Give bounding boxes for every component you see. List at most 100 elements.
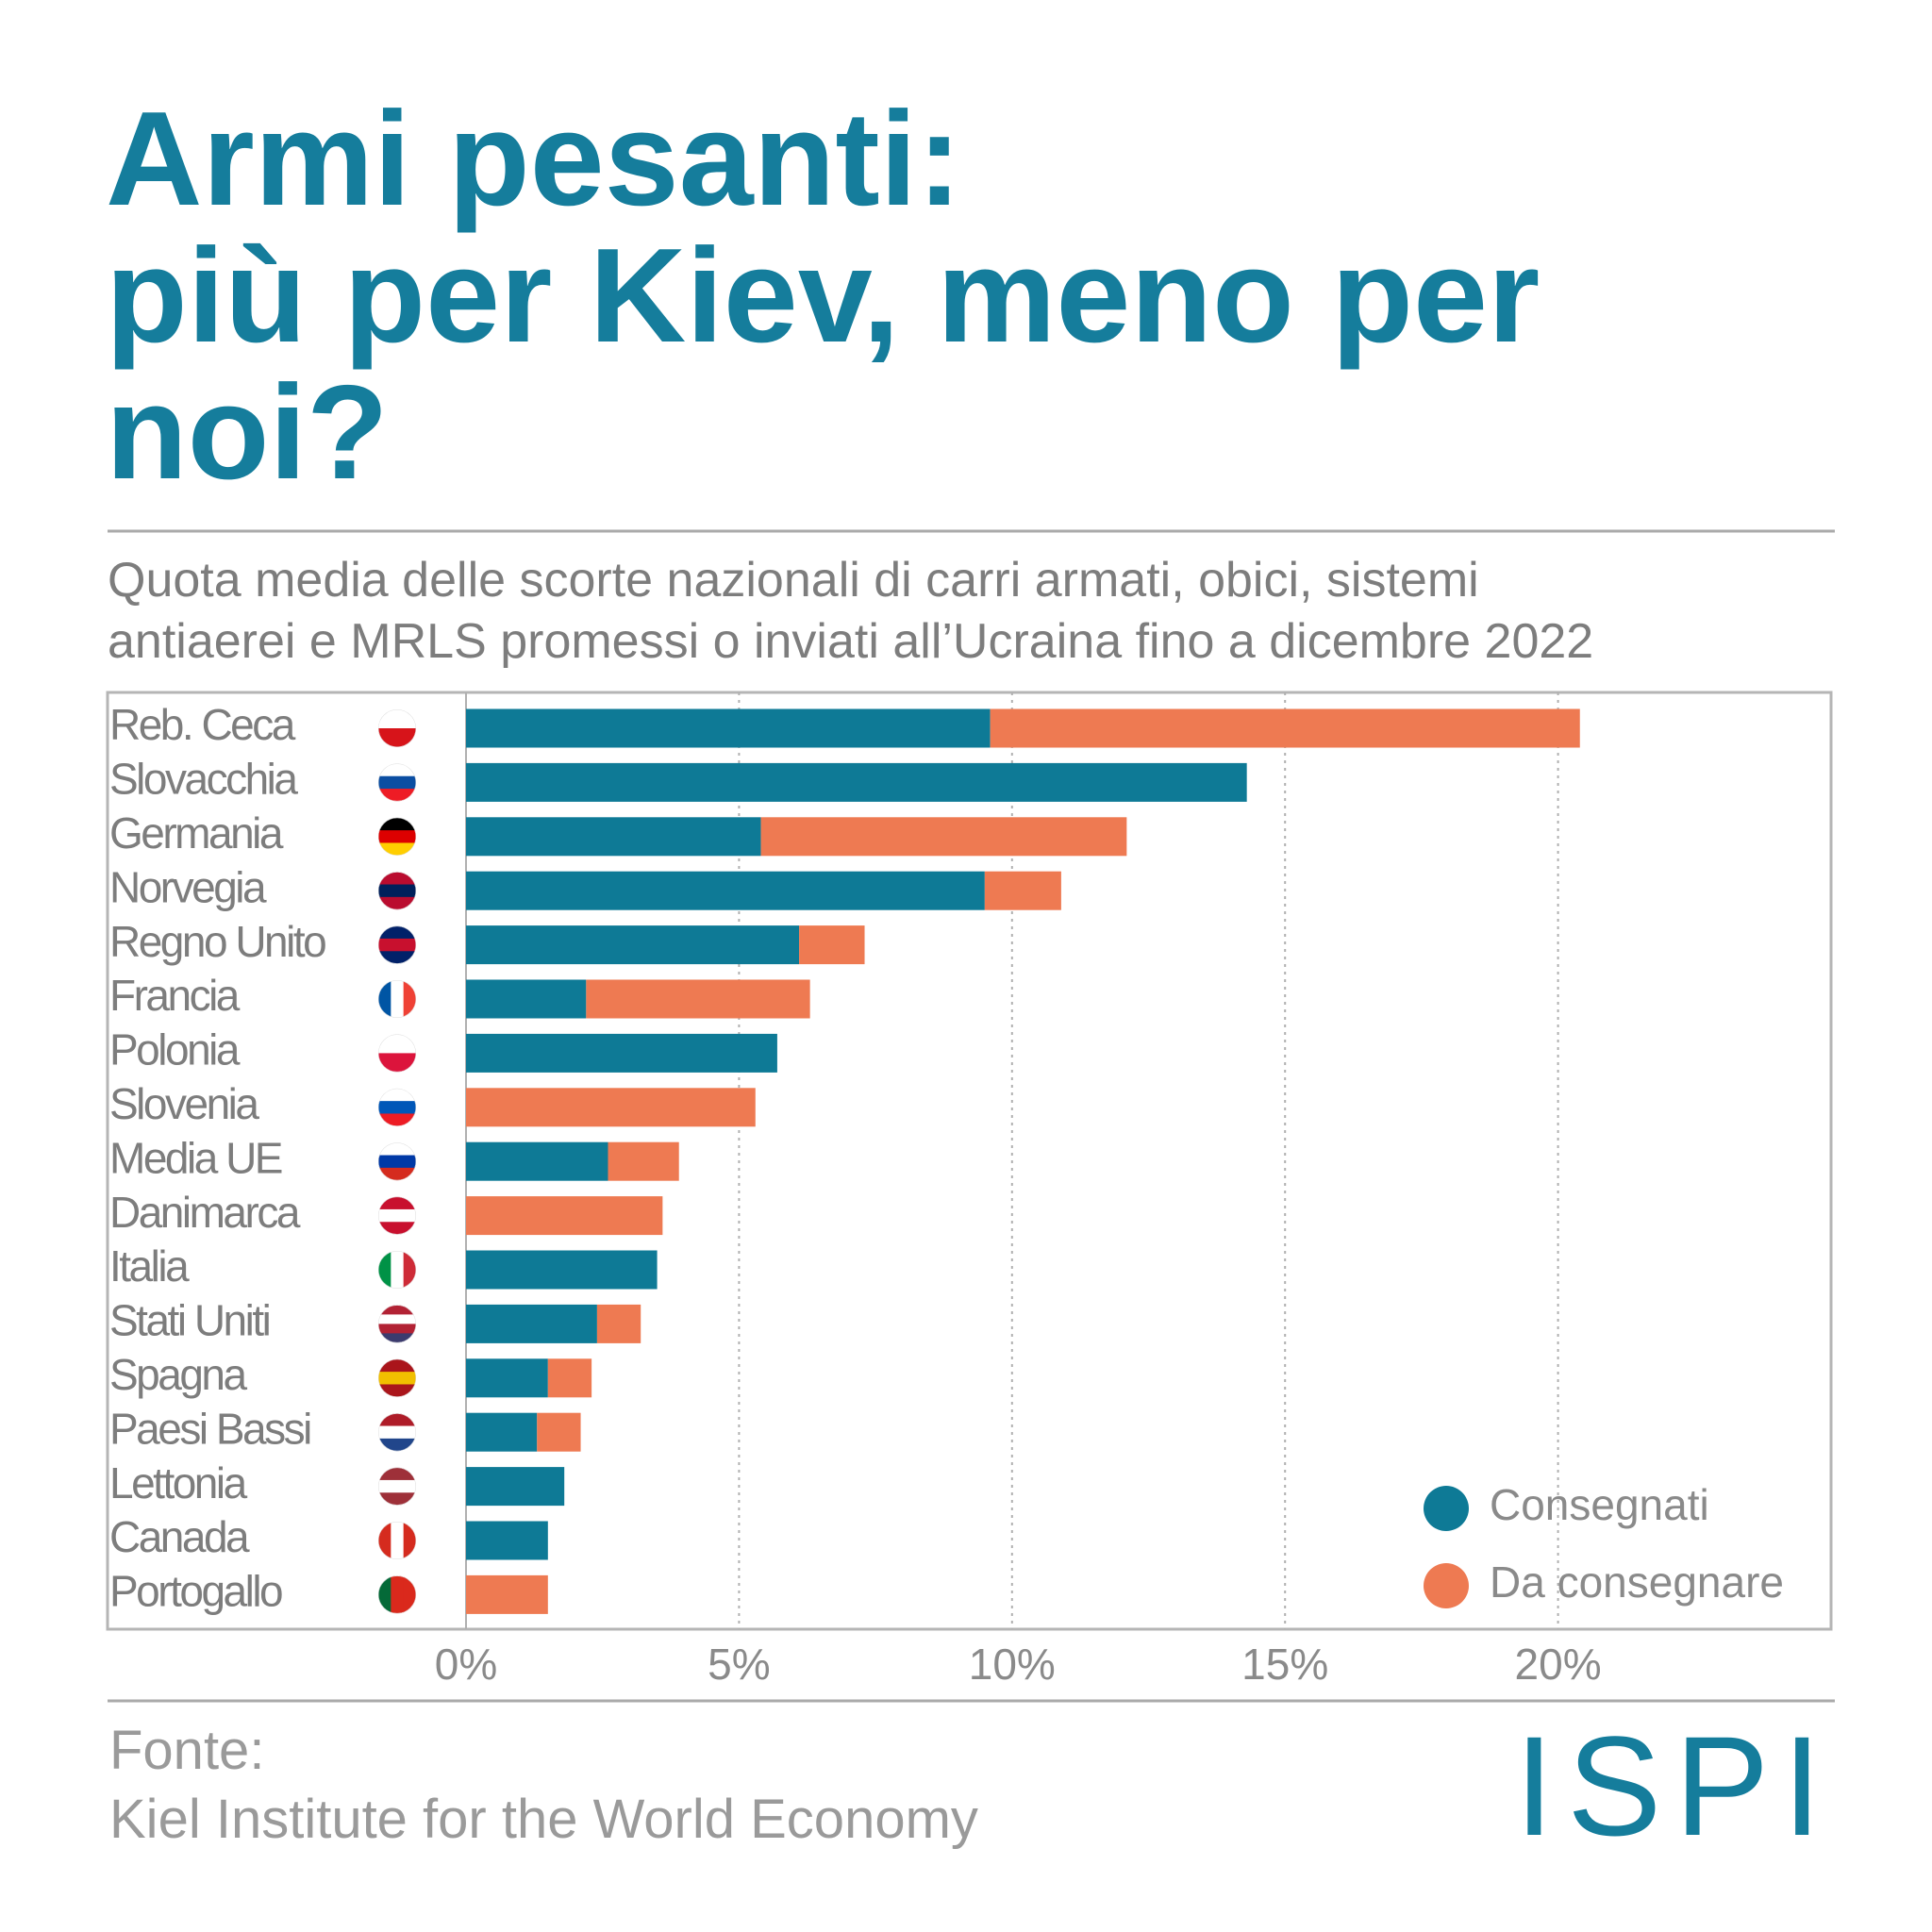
flag: [378, 980, 416, 1018]
flag-stripe: [378, 1413, 416, 1427]
flag-stripe: [391, 980, 405, 1018]
flag-stripe: [378, 1314, 416, 1324]
subtitle-line: antiaerei e MRLS promessi o inviati all’…: [108, 614, 1593, 669]
subtitle-line: Quota media delle scorte nazionali di ca…: [108, 553, 1479, 608]
flag-stripe: [378, 980, 391, 1018]
legend-marker: [1424, 1563, 1469, 1608]
category-label: Polonia: [109, 1025, 241, 1074]
plot-frame: [106, 691, 1833, 1631]
flag-stripe: [378, 763, 416, 777]
source-line: Kiel Institute for the World Economy: [109, 1789, 978, 1850]
category-label: Slovenia: [109, 1079, 259, 1128]
category-label: Slovacchia: [109, 755, 298, 804]
flag-stripe: [378, 1113, 416, 1126]
bar-segment: [596, 1304, 641, 1343]
flag-stripe: [378, 1492, 416, 1506]
flag-stripe: [378, 1324, 416, 1334]
flag-stripe: [378, 830, 416, 843]
flag-stripe: [378, 1467, 416, 1481]
flag-stripe: [378, 1088, 416, 1102]
category-label: Paesi Bassi: [109, 1404, 310, 1453]
x-tick-label: 20%: [1515, 1640, 1602, 1689]
bar-segment: [466, 1521, 548, 1560]
category-label: Stati Uniti: [109, 1296, 270, 1345]
title-line: noi?: [106, 358, 389, 508]
category-label: Reb. Ceca: [109, 700, 296, 749]
bar-segment: [466, 1196, 663, 1236]
flag-stripe: [378, 896, 416, 910]
bar-segment: [466, 762, 1247, 802]
flag-stripe: [378, 1479, 416, 1493]
source: Fonte: Kiel Institute for the World Econ…: [109, 1720, 978, 1850]
bar-segment: [608, 1141, 679, 1181]
title-line: Armi pesanti:: [106, 84, 961, 234]
flag-stripe: [378, 789, 416, 802]
flag-stripe: [378, 1438, 416, 1452]
category-label: Portogallo: [109, 1567, 282, 1616]
flag-stripe: [391, 1575, 405, 1614]
bar-segment: [990, 708, 1580, 748]
flag-stripe: [378, 872, 416, 886]
flag: [378, 1305, 416, 1343]
legend-label: Consegnati: [1490, 1480, 1709, 1529]
title: Armi pesanti: più per Kiev, meno per noi…: [106, 84, 1540, 508]
bar-segment: [466, 925, 800, 965]
flag-stripe: [378, 842, 416, 856]
category-label: Norvegia: [109, 862, 267, 911]
bar-segment: [466, 817, 761, 857]
flag-stripe: [378, 1053, 416, 1073]
bar-segment: [466, 979, 587, 1019]
flag-stripe: [378, 1333, 416, 1343]
title-line: più per Kiev, meno per: [106, 221, 1540, 371]
category-label: Lettonia: [109, 1458, 248, 1507]
subtitle: Quota media delle scorte nazionali di ca…: [108, 553, 1593, 669]
category-label: Spagna: [109, 1350, 248, 1399]
flag-stripe: [378, 1425, 416, 1440]
bar-segment: [466, 1033, 777, 1073]
x-tick-label: 10%: [969, 1640, 1056, 1689]
flag-stripe: [378, 1575, 391, 1614]
flag-stripe: [378, 1208, 416, 1223]
x-tick-label: 0%: [435, 1640, 497, 1689]
flag-stripe: [378, 775, 416, 790]
flag: [378, 709, 416, 747]
flag-stripe: [378, 1372, 416, 1385]
flag: [378, 763, 416, 802]
flag-stripe: [378, 1222, 416, 1235]
bar-segment: [466, 1088, 756, 1127]
bar-segment: [466, 1467, 565, 1507]
category-label: Germania: [109, 808, 284, 858]
flag-stripe: [391, 1251, 405, 1289]
category-label: Media UE: [109, 1133, 282, 1182]
bar-segment: [760, 817, 1127, 857]
category-label: Danimarca: [109, 1188, 301, 1237]
flag-stripe: [391, 1522, 405, 1559]
flag: [378, 1467, 416, 1506]
flag: [378, 817, 416, 856]
flag-stripe: [378, 1358, 416, 1373]
bar-segment: [547, 1358, 592, 1398]
legend-marker: [1424, 1486, 1469, 1531]
flag-stripe: [378, 1196, 416, 1210]
flag-stripe: [378, 1155, 416, 1169]
flag-stripe: [378, 1305, 416, 1315]
bar-segment: [466, 1574, 548, 1614]
flag-stripe: [378, 884, 416, 898]
bar-segment: [466, 1358, 548, 1398]
plot: 0% 5% 10% 15% 20% Reb. Ceca SlovacchiaGermania…: [109, 692, 1784, 1689]
flag: [378, 1575, 416, 1614]
flag: [378, 1088, 416, 1126]
category-label: Italia: [109, 1241, 190, 1291]
flag: [378, 1358, 416, 1397]
legend-label: Da consegnare: [1490, 1557, 1784, 1607]
category-label: Francia: [109, 971, 241, 1020]
bar-segment: [466, 871, 985, 910]
category-label: Canada: [109, 1512, 250, 1561]
flag-stripe: [378, 1522, 391, 1559]
bar-segment: [537, 1412, 581, 1452]
bar-segment: [799, 925, 865, 965]
source-line: Fonte:: [109, 1720, 264, 1781]
x-tick-label: 15%: [1241, 1640, 1328, 1689]
flag-stripe: [378, 1167, 416, 1181]
